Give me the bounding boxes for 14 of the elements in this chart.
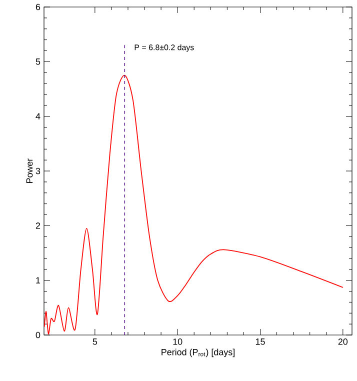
- y-tick-label: 2: [36, 222, 40, 229]
- x-tick-label: 10: [173, 338, 182, 345]
- x-tick-label: 15: [256, 338, 265, 345]
- y-tick-label: 4: [36, 113, 40, 120]
- x-tick-label: 20: [338, 338, 348, 345]
- y-tick-label: 6: [36, 4, 40, 10]
- y-tick-label: 5: [36, 58, 40, 65]
- x-tick-label: 5: [92, 338, 98, 345]
- y-tick-label: 3: [36, 168, 40, 174]
- y-tick-label: 0: [36, 332, 40, 338]
- x-axis-title: Period (P$_{rot}$) [days]: [162, 348, 234, 358]
- line-series: [44, 74, 344, 334]
- y-axis-title: Power: [26, 158, 33, 183]
- y-tick-label: 1: [36, 277, 40, 284]
